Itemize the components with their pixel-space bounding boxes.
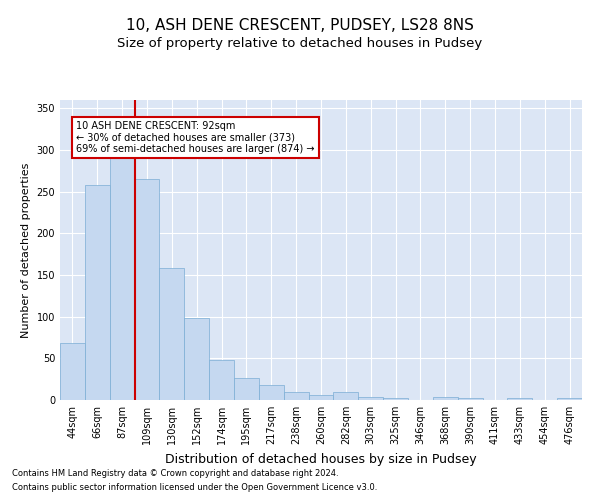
Bar	[557, 398, 582, 400]
Bar	[184, 318, 209, 400]
Text: Contains HM Land Registry data © Crown copyright and database right 2024.: Contains HM Land Registry data © Crown c…	[12, 468, 338, 477]
Bar	[358, 396, 383, 400]
Text: 10, ASH DENE CRESCENT, PUDSEY, LS28 8NS: 10, ASH DENE CRESCENT, PUDSEY, LS28 8NS	[126, 18, 474, 32]
Bar	[234, 378, 259, 400]
Text: Size of property relative to detached houses in Pudsey: Size of property relative to detached ho…	[118, 38, 482, 51]
Bar	[110, 156, 134, 400]
Bar	[60, 344, 85, 400]
Bar	[284, 392, 308, 400]
Bar	[259, 385, 284, 400]
Text: Contains public sector information licensed under the Open Government Licence v3: Contains public sector information licen…	[12, 484, 377, 492]
Bar	[160, 268, 184, 400]
Bar	[308, 395, 334, 400]
Y-axis label: Number of detached properties: Number of detached properties	[21, 162, 31, 338]
Bar	[508, 398, 532, 400]
Bar	[209, 360, 234, 400]
Bar	[383, 398, 408, 400]
Bar	[433, 396, 458, 400]
X-axis label: Distribution of detached houses by size in Pudsey: Distribution of detached houses by size …	[165, 452, 477, 466]
Bar	[458, 398, 482, 400]
Bar	[85, 185, 110, 400]
Bar	[334, 392, 358, 400]
Bar	[134, 179, 160, 400]
Text: 10 ASH DENE CRESCENT: 92sqm
← 30% of detached houses are smaller (373)
69% of se: 10 ASH DENE CRESCENT: 92sqm ← 30% of det…	[76, 121, 314, 154]
